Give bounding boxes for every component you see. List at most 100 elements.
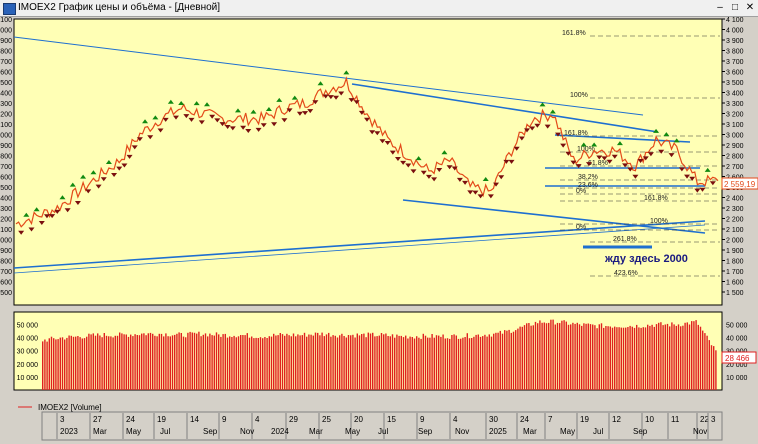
volume-tick-right: 50 000	[726, 323, 748, 330]
down-fractal-marker	[462, 180, 469, 185]
volume-bar	[453, 334, 455, 390]
volume-bar	[152, 333, 154, 390]
volume-bar	[134, 334, 136, 390]
volume-bar	[273, 333, 275, 390]
volume-bar	[61, 337, 64, 390]
price-tick-right: 3 300	[726, 101, 744, 108]
down-fractal-marker	[302, 111, 309, 116]
time-day-label: 3	[60, 415, 65, 424]
price-tick-right: 3 000	[726, 133, 744, 140]
volume-bar	[442, 334, 444, 390]
price-volume-chart[interactable]: 4 100 4 000 3 900 3 800 3 700 3 600 3 500 3 400…	[0, 16, 758, 444]
volume-bar	[510, 332, 512, 390]
price-tick-left: 3 400	[0, 91, 12, 98]
annotation-target: жду здесь 2000	[604, 253, 688, 265]
minimize-button[interactable]: –	[717, 2, 723, 13]
volume-bar	[59, 337, 61, 390]
down-fractal-marker	[333, 95, 340, 100]
volume-bar	[50, 336, 53, 390]
volume-bar	[424, 335, 427, 390]
up-fractal-marker	[616, 141, 623, 146]
volume-bar	[112, 337, 114, 390]
down-fractal-marker	[487, 194, 494, 199]
down-fractal-marker	[260, 123, 267, 128]
volume-bar	[312, 335, 314, 390]
volume-bar	[482, 336, 484, 390]
down-fractal-marker	[49, 214, 56, 219]
volume-bar	[383, 334, 385, 390]
price-tick-right: 4 000	[726, 28, 744, 35]
up-fractal-marker	[673, 138, 680, 143]
down-fractal-marker	[384, 141, 391, 146]
volume-bar	[713, 346, 715, 390]
volume-bar	[611, 327, 614, 390]
volume-bar	[127, 336, 130, 390]
up-fractal-marker	[105, 160, 112, 165]
volume-bar	[561, 320, 563, 390]
app-chart-icon	[3, 3, 16, 15]
down-fractal-marker	[209, 114, 216, 119]
volume-bar	[405, 335, 407, 390]
volume-bar	[178, 332, 180, 390]
time-day-label: 14	[190, 415, 199, 424]
volume-bar	[543, 322, 545, 390]
volume-bar	[398, 335, 400, 390]
price-tick-right: 3 400	[726, 91, 744, 98]
price-tick-left: 2 200	[0, 217, 12, 224]
volume-bar	[147, 333, 149, 390]
volume-bar	[607, 326, 609, 390]
volume-bar	[462, 337, 464, 390]
volume-bar	[380, 333, 383, 390]
volume-bar	[231, 337, 233, 390]
down-fractal-marker	[162, 117, 169, 122]
volume-bar	[532, 325, 534, 390]
price-tick-left: 2 700	[0, 164, 12, 171]
down-fractal-marker	[379, 139, 386, 144]
volume-bar	[587, 323, 589, 390]
maximize-button[interactable]: □	[731, 2, 739, 13]
volume-bar	[640, 327, 642, 390]
volume-bar	[374, 336, 376, 390]
price-tick-left: 1 700	[0, 269, 12, 276]
volume-bar	[196, 333, 198, 390]
time-month-label: Nov	[240, 427, 254, 436]
volume-bar	[666, 323, 669, 390]
volume-bar	[143, 333, 145, 390]
volume-bar	[508, 329, 510, 390]
volume-bar	[671, 322, 673, 390]
volume-bar	[68, 335, 70, 390]
volume-bar	[145, 335, 147, 390]
volume-bar	[363, 333, 365, 390]
time-month-label: May	[126, 427, 141, 436]
volume-bar	[328, 332, 330, 390]
down-fractal-marker	[126, 154, 133, 159]
title-bar[interactable]: IMOEX2 График цены и объёма - [Дневной] …	[0, 0, 758, 17]
volume-bar	[94, 335, 97, 390]
volume-bar	[343, 336, 345, 390]
volume-bar	[385, 333, 387, 390]
volume-bar	[42, 341, 44, 390]
volume-bar	[526, 323, 528, 390]
volume-bar	[589, 324, 592, 390]
price-tick-left: 1 500	[0, 290, 12, 297]
price-tick-left: 3 000	[0, 133, 12, 140]
volume-bar	[629, 325, 631, 390]
volume-bar	[224, 333, 226, 390]
price-panel[interactable]	[13, 18, 723, 306]
trend-line	[13, 224, 706, 274]
down-fractal-marker	[219, 122, 226, 127]
up-fractal-marker	[142, 119, 149, 124]
volume-bar	[609, 326, 611, 390]
volume-bar	[563, 320, 565, 390]
down-fractal-marker	[565, 151, 572, 156]
down-fractal-marker	[689, 176, 696, 181]
volume-bar	[631, 326, 633, 390]
volume-bar	[554, 324, 556, 390]
close-button[interactable]: ✕	[745, 2, 755, 13]
volume-bar	[420, 338, 422, 390]
time-day-label: 19	[580, 415, 589, 424]
volume-bar	[330, 336, 332, 390]
up-fractal-marker	[580, 142, 587, 147]
down-fractal-marker	[18, 230, 25, 235]
volume-bar	[295, 336, 297, 390]
